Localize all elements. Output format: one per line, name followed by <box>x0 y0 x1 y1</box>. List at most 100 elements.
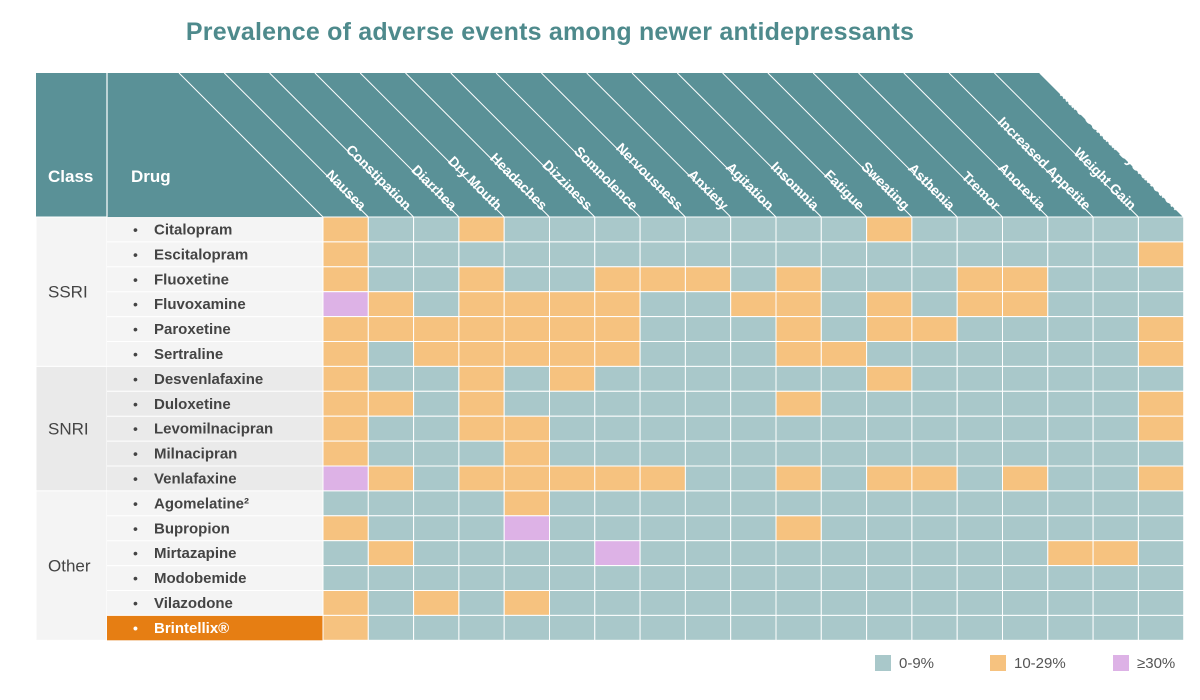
heatmap-cell <box>911 316 958 343</box>
legend-item-low: 0-9% <box>875 652 934 674</box>
highlight-row-band <box>107 615 323 641</box>
heatmap-cell <box>639 390 686 417</box>
heatmap-cell <box>549 390 596 417</box>
heatmap-cell <box>1047 216 1094 243</box>
drug-band <box>107 366 323 491</box>
heatmap-cell <box>820 465 868 492</box>
heatmap-cell <box>1137 291 1185 318</box>
heatmap-cell <box>549 291 596 318</box>
heatmap-cell <box>911 465 958 492</box>
heatmap-cell <box>413 341 460 367</box>
heatmap-cell <box>322 365 369 392</box>
heatmap-cell <box>1137 266 1185 293</box>
heatmap-cell <box>594 415 641 442</box>
heatmap-cell <box>549 465 596 492</box>
heatmap-cell <box>730 590 777 616</box>
header-drug-label: Drug <box>131 167 171 186</box>
column-divider <box>631 72 777 218</box>
heatmap-cell <box>639 440 686 467</box>
column-divider <box>405 72 550 218</box>
heatmap-cell <box>639 465 686 492</box>
heatmap-cell <box>367 465 415 492</box>
heatmap-cell <box>775 341 822 367</box>
drug-bullet: • <box>133 620 138 636</box>
heatmap-cell <box>458 341 505 367</box>
heatmap-cell <box>1092 415 1139 442</box>
heatmap-cell <box>1092 490 1139 517</box>
heatmap-cell <box>639 540 686 567</box>
drug-bullet: • <box>133 271 138 287</box>
heatmap-cell <box>367 565 415 591</box>
heatmap-cell <box>684 390 732 417</box>
heatmap-cell <box>322 241 369 268</box>
heatmap-cell <box>458 515 505 542</box>
heatmap-cell <box>911 291 958 318</box>
heatmap-cell <box>639 490 686 517</box>
heatmap-cell <box>730 614 777 641</box>
heatmap-cell <box>956 291 1004 318</box>
heatmap-cell <box>413 440 460 467</box>
drug-bullet: • <box>133 520 138 536</box>
heatmap-cell <box>503 241 551 268</box>
heatmap-cell <box>503 590 551 616</box>
drug-bullet: • <box>133 495 138 511</box>
heatmap-cell <box>956 266 1004 293</box>
heatmap-cell <box>1047 515 1094 542</box>
heatmap-cell <box>911 515 958 542</box>
legend-swatch-high <box>1113 655 1129 671</box>
heatmap-cell <box>322 614 369 641</box>
heatmap-cell <box>322 390 369 417</box>
heatmap-cell <box>911 341 958 367</box>
heatmap-cell <box>866 515 913 542</box>
heatmap-cell <box>684 440 732 467</box>
heatmap-cell <box>503 390 551 417</box>
drug-label-4: Paroxetine <box>154 321 231 338</box>
heatmap-cell <box>956 614 1004 641</box>
class-band <box>35 216 108 367</box>
heatmap-cell <box>549 590 596 616</box>
column-divider <box>676 72 822 218</box>
heatmap-cell <box>730 415 777 442</box>
heatmap-cell <box>367 440 415 467</box>
heatmap-cell <box>1047 365 1094 392</box>
heatmap-cell <box>503 465 551 492</box>
heatmap-cell <box>730 316 777 343</box>
heatmap-cell <box>503 440 551 467</box>
heatmap-cell <box>413 266 460 293</box>
heatmap-cell <box>322 291 369 318</box>
heatmap-cell <box>730 565 777 591</box>
column-divider <box>495 72 641 218</box>
heatmap-cell <box>367 540 415 567</box>
heatmap-cell <box>1002 266 1049 293</box>
column-divider <box>314 72 460 218</box>
heatmap-cell <box>594 291 641 318</box>
heatmap-cell <box>413 365 460 392</box>
heatmap-cell <box>1002 614 1049 641</box>
heatmap-cell <box>594 216 641 243</box>
heatmap-cell <box>458 241 505 268</box>
drug-label-6: Desvenlafaxine <box>154 371 263 388</box>
heatmap-cell <box>956 490 1004 517</box>
heatmap-cell <box>775 365 822 392</box>
heatmap-cell <box>866 465 913 492</box>
heatmap-cell <box>503 490 551 517</box>
legend-label-high: ≥30% <box>1137 654 1176 672</box>
drug-label-10: Venlafaxine <box>154 470 237 487</box>
heatmap-cell <box>1047 341 1094 367</box>
heatmap-cell <box>775 291 822 318</box>
heatmap-cell <box>549 266 596 293</box>
heatmap-cell <box>820 216 868 243</box>
heatmap-cell <box>367 291 415 318</box>
heatmap-cell <box>367 490 415 517</box>
heatmap-cell <box>1092 266 1139 293</box>
heatmap-cell <box>1047 614 1094 641</box>
heatmap-cell <box>911 590 958 616</box>
column-divider <box>269 72 414 218</box>
heatmap-cell <box>1092 316 1139 343</box>
heatmap-cell <box>684 590 732 616</box>
heatmap-cell <box>866 216 913 243</box>
heatmap-cell <box>1137 465 1185 492</box>
drug-label-0: Citalopram <box>154 221 232 238</box>
heatmap-cell <box>503 415 551 442</box>
